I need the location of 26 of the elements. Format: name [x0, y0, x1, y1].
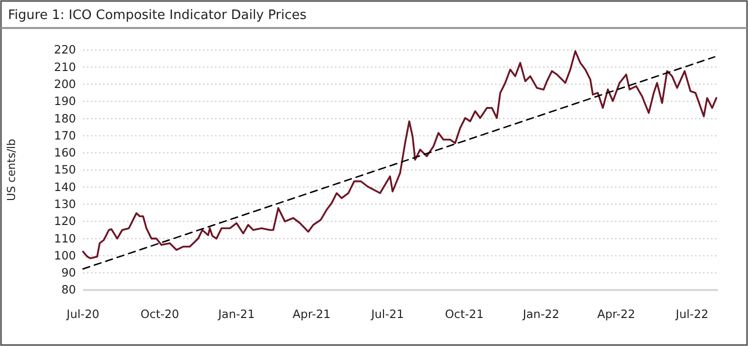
x-tick-label: Apr-22: [597, 307, 636, 322]
y-tick-label: 130: [54, 196, 76, 211]
y-tick-label: 190: [54, 94, 76, 108]
y-tick-label: 220: [54, 42, 76, 57]
x-tick-label: Jan-21: [217, 307, 255, 322]
y-tick-label: 80: [61, 282, 76, 297]
x-tick-label: Apr-21: [292, 307, 331, 322]
y-axis-title: US cents/lb: [5, 138, 18, 202]
x-tick-label: Jul-22: [674, 307, 708, 322]
x-tick-label: Jul-21: [370, 307, 404, 322]
y-tick-label: 150: [54, 162, 76, 177]
chart-title: Figure 1: ICO Composite Indicator Daily Prices: [8, 8, 307, 23]
y-tick-label: 90: [61, 266, 76, 280]
y-tick-label: 110: [54, 231, 76, 246]
x-tick-label: Oct-21: [445, 307, 484, 322]
x-tick-label: Jan-22: [522, 307, 560, 322]
y-tick-label: 140: [54, 180, 76, 194]
y-tick-label: 120: [54, 214, 76, 228]
y-tick-label: 200: [54, 76, 76, 91]
y-tick-label: 100: [54, 248, 76, 262]
y-tick-label: 210: [54, 60, 76, 74]
y-tick-label: 170: [54, 128, 76, 142]
x-tick-label: Jul-20: [66, 307, 100, 322]
x-tick-label: Oct-20: [140, 307, 180, 322]
y-tick-label: 160: [54, 146, 76, 160]
y-tick-label: 180: [54, 111, 76, 126]
